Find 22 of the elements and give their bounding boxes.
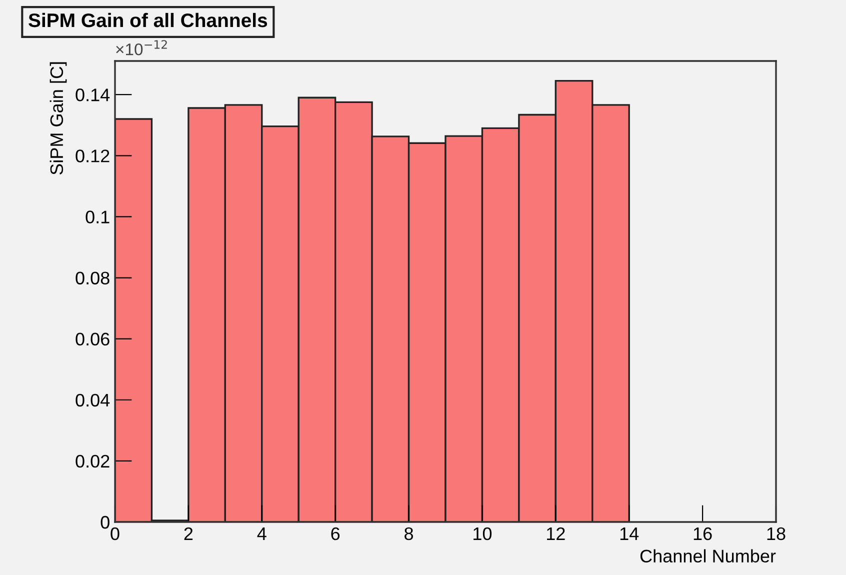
- x-tick-label: 16: [694, 527, 712, 540]
- y-tick-label: 0.12: [76, 150, 110, 162]
- text: ×10$^{−12}$: [116, 40, 167, 56]
- y-tick-label: 0.08: [76, 272, 110, 284]
- chart-title: SiPM Gain of all Channels: [28, 12, 268, 28]
- y-axis-title: SiPM Gain [C]: [50, 62, 67, 175]
- x-tick-label: 0: [110, 527, 120, 540]
- y-tick-label: 0.02: [76, 454, 110, 468]
- y-tick-label: 0.06: [76, 332, 110, 346]
- x-tick-label: 12: [547, 527, 565, 540]
- y-tick-label: 0: [100, 516, 110, 529]
- x-tick-label: 8: [404, 527, 414, 540]
- x-tick-label: 4: [257, 528, 266, 540]
- x-tick-label: 18: [767, 527, 786, 540]
- y-tick-label: 0.1: [86, 210, 110, 224]
- x-tick-label: 10: [474, 527, 492, 540]
- x-tick-label: 14: [620, 528, 639, 540]
- x-axis-title: Channel Number: [640, 549, 776, 563]
- y-tick-label: 0.04: [76, 394, 110, 407]
- x-tick-label: 2: [184, 527, 193, 540]
- x-tick-label: 6: [331, 527, 340, 540]
- y-tick-label: 0.14: [76, 88, 110, 102]
